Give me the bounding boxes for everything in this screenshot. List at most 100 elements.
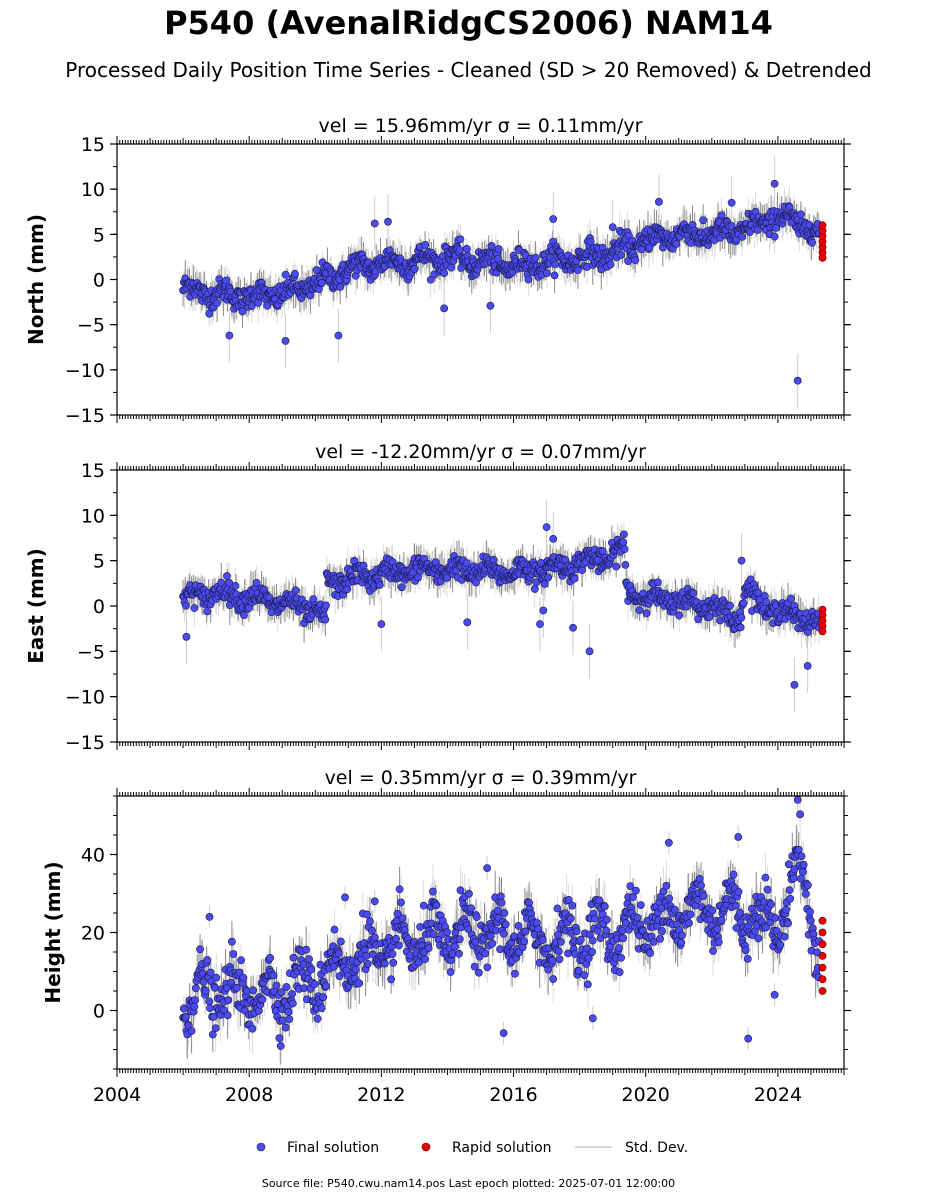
- final-point: [655, 197, 663, 206]
- final-point: [620, 545, 629, 554]
- y-tick-label: 0: [93, 270, 105, 292]
- final-point: [726, 601, 734, 610]
- final-point: [397, 583, 406, 592]
- final-point: [631, 256, 640, 265]
- y-tick-label: −10: [65, 360, 105, 382]
- y-tick-label: 10: [81, 505, 105, 527]
- final-point: [539, 606, 548, 615]
- final-point: [606, 260, 615, 269]
- final-point: [240, 611, 248, 620]
- final-point: [426, 275, 435, 284]
- final-point: [569, 623, 577, 632]
- final-point: [737, 613, 746, 622]
- final-point: [217, 578, 226, 587]
- final-point: [803, 661, 812, 670]
- final-point: [762, 598, 771, 607]
- final-point: [317, 278, 326, 287]
- final-point: [653, 578, 662, 587]
- final-point: [231, 581, 240, 590]
- final-point: [689, 589, 698, 598]
- data-layer: [179, 796, 827, 1065]
- final-point: [675, 611, 684, 620]
- final-point: [336, 283, 345, 291]
- final-point: [737, 556, 746, 565]
- final-point: [760, 591, 769, 600]
- final-point: [524, 275, 533, 284]
- final-point: [377, 620, 386, 629]
- final-point: [727, 198, 736, 207]
- final-point: [281, 270, 290, 279]
- final-point: [182, 601, 190, 610]
- rapid-point: [818, 221, 827, 230]
- final-point: [753, 226, 762, 234]
- final-point: [531, 253, 540, 262]
- final-point: [717, 211, 726, 220]
- final-point: [223, 572, 231, 580]
- y-tick-label: 10: [81, 179, 105, 201]
- final-point: [620, 530, 628, 539]
- final-point: [736, 623, 745, 632]
- final-point: [384, 217, 392, 226]
- final-point: [321, 615, 330, 624]
- final-point: [281, 337, 290, 345]
- final-point: [455, 246, 464, 254]
- final-point: [447, 263, 456, 272]
- data-layer: [179, 499, 827, 713]
- final-point: [238, 307, 247, 316]
- final-point: [213, 299, 221, 307]
- y-tick-label: 5: [93, 551, 105, 573]
- final-point: [203, 607, 212, 616]
- panel-east: −15 −10 −5 0 5 10 15 vel = -12.20mm/yr σ = 0.07…: [24, 441, 851, 754]
- final-point: [542, 269, 551, 278]
- panel-title: vel = -12.20mm/yr σ = 0.07mm/yr: [315, 441, 646, 463]
- y-tick-label: 15: [81, 134, 105, 156]
- final-point: [222, 276, 231, 285]
- final-point: [530, 585, 539, 593]
- final-point: [462, 244, 471, 253]
- rapid-point: [818, 627, 827, 636]
- final-point: [486, 301, 495, 310]
- final-point: [252, 579, 261, 587]
- y-axis-label: North (mm): [24, 214, 48, 345]
- final-point: [672, 240, 681, 248]
- final-point: [263, 301, 272, 310]
- y-tick-label: 0: [93, 596, 105, 618]
- final-point: [617, 251, 625, 259]
- final-point: [494, 245, 503, 253]
- final-point: [440, 269, 449, 278]
- final-point: [462, 559, 471, 568]
- final-point: [540, 580, 549, 588]
- final-point: [322, 601, 330, 610]
- y-tick-label: 5: [93, 224, 105, 246]
- y-tick-label: −10: [65, 687, 105, 709]
- final-point: [793, 376, 802, 385]
- final-point: [225, 331, 234, 340]
- final-point: [472, 578, 480, 587]
- final-point: [463, 618, 472, 627]
- final-point: [343, 585, 352, 594]
- final-point: [787, 594, 795, 603]
- final-point: [699, 216, 708, 225]
- y-tick-label: −5: [77, 641, 105, 663]
- final-point: [290, 269, 299, 278]
- final-point: [370, 219, 379, 228]
- final-point: [443, 574, 451, 582]
- final-point: [790, 680, 799, 689]
- final-point: [421, 241, 429, 249]
- final-point: [550, 271, 559, 280]
- final-point: [608, 223, 617, 232]
- y-axis-label: East (mm): [24, 548, 48, 664]
- final-point: [635, 606, 644, 615]
- data-layer: [179, 156, 827, 408]
- y-tick-label: −5: [77, 315, 105, 337]
- final-point: [727, 222, 736, 230]
- final-point: [738, 232, 746, 241]
- final-point: [642, 609, 651, 618]
- final-point: [705, 613, 714, 621]
- final-point: [190, 604, 199, 612]
- final-point: [551, 260, 560, 269]
- final-point: [494, 254, 502, 263]
- final-point: [440, 304, 449, 313]
